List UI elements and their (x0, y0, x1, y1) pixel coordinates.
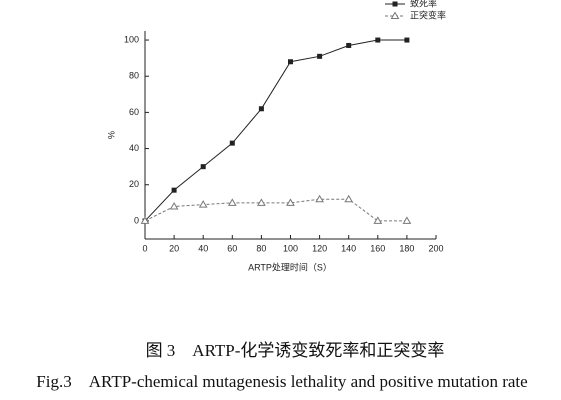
data-point (373, 216, 383, 224)
x-tick-label: 100 (283, 243, 298, 253)
x-tick-label: 40 (198, 243, 208, 253)
data-point (258, 106, 264, 112)
y-tick-label: 100 (124, 34, 139, 44)
x-tick-label: 0 (142, 243, 147, 253)
x-tick-label: 60 (227, 243, 237, 253)
x-axis-label: ARTP处理时间（S） (248, 261, 332, 272)
data-point (169, 201, 179, 210)
data-point (375, 37, 381, 43)
x-tick-label: 180 (399, 243, 414, 253)
x-tick-label: 20 (169, 243, 179, 253)
data-point (346, 42, 352, 48)
data-point (227, 198, 237, 206)
y-tick-label: 0 (134, 215, 139, 225)
legend-marker (390, 11, 400, 19)
data-point (404, 37, 410, 43)
data-point (140, 216, 150, 224)
data-point (200, 164, 206, 170)
y-tick-label: 20 (129, 179, 139, 189)
legend-marker (392, 1, 398, 7)
data-point (286, 198, 295, 206)
data-point (198, 200, 208, 208)
legend-label: 正突变率 (410, 9, 446, 20)
series-line (144, 39, 407, 222)
data-point (288, 59, 293, 65)
caption-en: Fig.3 ARTP-chemical mutagenesis lethalit… (36, 372, 527, 391)
x-tick-label: 80 (256, 243, 266, 253)
data-point (344, 194, 354, 203)
data-point (402, 216, 412, 224)
series-line (144, 198, 407, 222)
data-point (257, 198, 266, 206)
x-tick-label: 120 (312, 243, 327, 253)
x-tick-label: 200 (428, 243, 443, 253)
legend-label: 致死率 (410, 0, 437, 8)
y-axis-label: % (106, 131, 116, 139)
data-point (229, 140, 235, 146)
data-point (315, 194, 324, 203)
y-tick-label: 60 (129, 107, 139, 117)
caption-zh: 图 3 ARTP-化学诱变致死率和正突变率 (146, 341, 445, 360)
x-tick-label: 140 (341, 243, 356, 253)
y-tick-label: 40 (129, 143, 139, 153)
data-point (317, 53, 323, 59)
data-point (171, 187, 177, 193)
y-tick-label: 80 (129, 71, 139, 81)
x-tick-label: 160 (370, 243, 385, 253)
